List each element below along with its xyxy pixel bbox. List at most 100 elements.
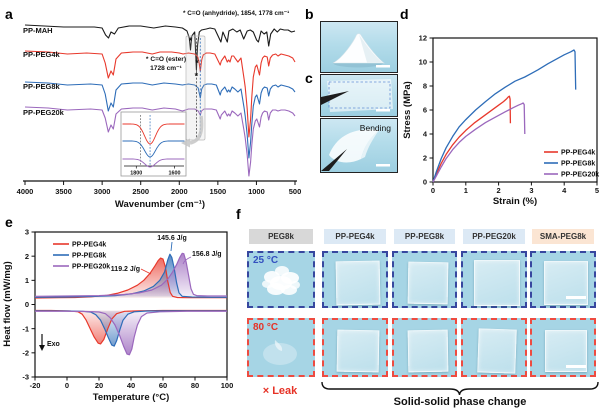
ester-annotation-line1: * C=O (ester) (146, 56, 186, 63)
strain-axis-title: Strain (%) (493, 196, 537, 207)
ftir-trace-PP-PEG4k (24, 50, 296, 138)
exo-label: Exo (47, 341, 60, 348)
stress-curve-PP-PEG4k (432, 95, 512, 183)
y-tick-label: -2 (22, 348, 29, 357)
scale-bar (376, 164, 390, 167)
star-marker: * (189, 36, 193, 46)
enthalpy-pointer-purple (182, 256, 192, 265)
x-tick-label: 100 (221, 381, 234, 390)
pcm-film-square (477, 327, 517, 374)
ftir-chart: 4000 3500 3000 2500 2000 1500 1000 500 * * * 1800 16… (17, 10, 302, 210)
panel-f-label: f (236, 206, 241, 222)
exo-arrow-head (39, 345, 45, 351)
x-tick-label: 5 (595, 186, 599, 195)
pcm-film-square (336, 329, 380, 372)
stress-legend: PP-PEG4k PP-PEG8k PP-PEG20k (544, 150, 599, 179)
y-tick-label: 4 (423, 130, 428, 139)
x-tick-label: 4000 (17, 187, 34, 196)
pcm-film-square (335, 260, 381, 305)
dsc-legend: PP-PEG4k PP-PEG8k PP-PEG20k (53, 242, 110, 271)
x-tick-label: 3000 (94, 187, 111, 196)
enthalpy-pointer-blue (170, 241, 173, 252)
zoom-arrow (189, 115, 204, 145)
x-tick-label: 0 (65, 381, 69, 390)
x-tick-label: 4 (562, 186, 567, 195)
x-tick-label: 40 (127, 381, 135, 390)
pcm-film-square (407, 261, 448, 304)
temperature-axis-title: Temperature (°C) (93, 392, 169, 403)
dsc-fill-melt-PP-PEG20k (35, 253, 227, 297)
ftir-trace-PP-MAH (24, 24, 296, 71)
bending-caption: Bending (360, 123, 391, 133)
enthalpy-pppeg4k: 119.2 J/g (111, 266, 140, 273)
film-sheet (327, 79, 393, 112)
panel-b-label: b (305, 6, 314, 22)
panel-a-label: a (5, 6, 13, 22)
sample-tile-SMA-PEG8k-80C (530, 318, 596, 377)
dsc-curve-melt-PP-PEG8k (34, 253, 227, 298)
sample-tile-PP-PEG20k-25C (461, 251, 527, 308)
inset-trace-2 (122, 158, 185, 168)
star-marker: * (195, 58, 199, 68)
panel-c-label: c (305, 70, 313, 86)
zoom-arrow-head (181, 138, 190, 148)
panel-e-label: e (5, 214, 13, 230)
photo-peg-powder (320, 21, 398, 73)
enthalpy-pppeg20k: 156.8 J/g (192, 251, 222, 258)
x-tick-label: 60 (159, 381, 167, 390)
sample-tile-PP-PEG8k-80C (392, 318, 457, 377)
exo-indicator: Exo (39, 334, 60, 351)
pcm-film-square (545, 329, 587, 372)
powder-cone-drawing (332, 33, 390, 68)
sample-tile-PEG8k-80C: 80 °C (247, 318, 315, 377)
y-tick-label: 10 (419, 58, 427, 67)
inset-trace-0 (122, 123, 185, 145)
legend-label-pppeg8k: PP-PEG8k (72, 253, 106, 260)
film-outline-dashed (328, 81, 391, 109)
leak-label: × Leak (262, 385, 298, 397)
ftir-trace-PP-PEG20k (24, 106, 296, 177)
legend-label-pppeg20k: PP-PEG20k (72, 264, 110, 271)
stress-axis-title: Stress (MPa) (402, 81, 413, 139)
enthalpy-annotations: 145.6 J/g 156.8 J/g 119.2 J/g (111, 235, 222, 275)
sample-tile-PP-PEG8k-25C (392, 251, 457, 308)
column-header-PP-PEG20k: PP-PEG20k (463, 229, 525, 244)
peg-powder-flakes (262, 266, 300, 295)
pcm-film-square (474, 259, 520, 306)
legend-label-pppeg8k: PP-PEG8k (561, 161, 595, 168)
photo-film-flat (320, 74, 398, 117)
y-tick-label: 2 (423, 154, 427, 163)
y-tick-label: -1 (22, 324, 29, 333)
pcm-film-square (407, 329, 448, 372)
anhydride-annotation: * C=O (anhydride), 1854, 1778 cm⁻¹ (183, 10, 289, 17)
dsc-curve-melt-PP-PEG20k (34, 252, 227, 297)
phase-change-label: Solid-solid phase change (393, 396, 527, 408)
sample-tile-SMA-PEG8k-25C (530, 251, 596, 308)
y-tick-label: 0 (25, 300, 29, 309)
temperature-label: 80 °C (253, 322, 279, 333)
trace-label-pppeg4k: PP-PEG4k (23, 50, 61, 59)
y-tick-label: 6 (423, 106, 427, 115)
bent-film (329, 129, 379, 163)
temperature-label: 25 °C (253, 255, 279, 266)
bent-film-fold (361, 130, 379, 159)
dsc-chart: -20 0 20 40 60 80 100 3 2 1 0 -1 -2 -3 Heat flow (mW/… (2, 228, 234, 403)
x-tick-label: 2 (497, 186, 501, 195)
x-tick-label: 80 (191, 381, 199, 390)
sample-tile-PP-PEG20k-80C (461, 318, 527, 377)
y-tick-label: 8 (423, 82, 427, 91)
star-marker: * (195, 71, 199, 81)
inset-tick-label: 1600 (169, 171, 181, 177)
ftir-xaxis-title: Wavenumber (cm⁻¹) (115, 199, 205, 210)
scale-bar (566, 365, 586, 368)
sample-tile-PP-PEG4k-25C (322, 251, 388, 308)
sample-tile-PP-PEG4k-80C (322, 318, 388, 377)
y-tick-label: 2 (25, 252, 29, 261)
photo-film-bending: Bending (320, 118, 398, 173)
dsc-curve-cryst-PP-PEG20k (35, 310, 227, 356)
dsc-fill-melt-PP-PEG4k (35, 258, 227, 298)
y-tick-label: 3 (25, 228, 29, 237)
x-tick-label: 1500 (210, 187, 227, 196)
x-tick-label: 0 (431, 186, 435, 195)
